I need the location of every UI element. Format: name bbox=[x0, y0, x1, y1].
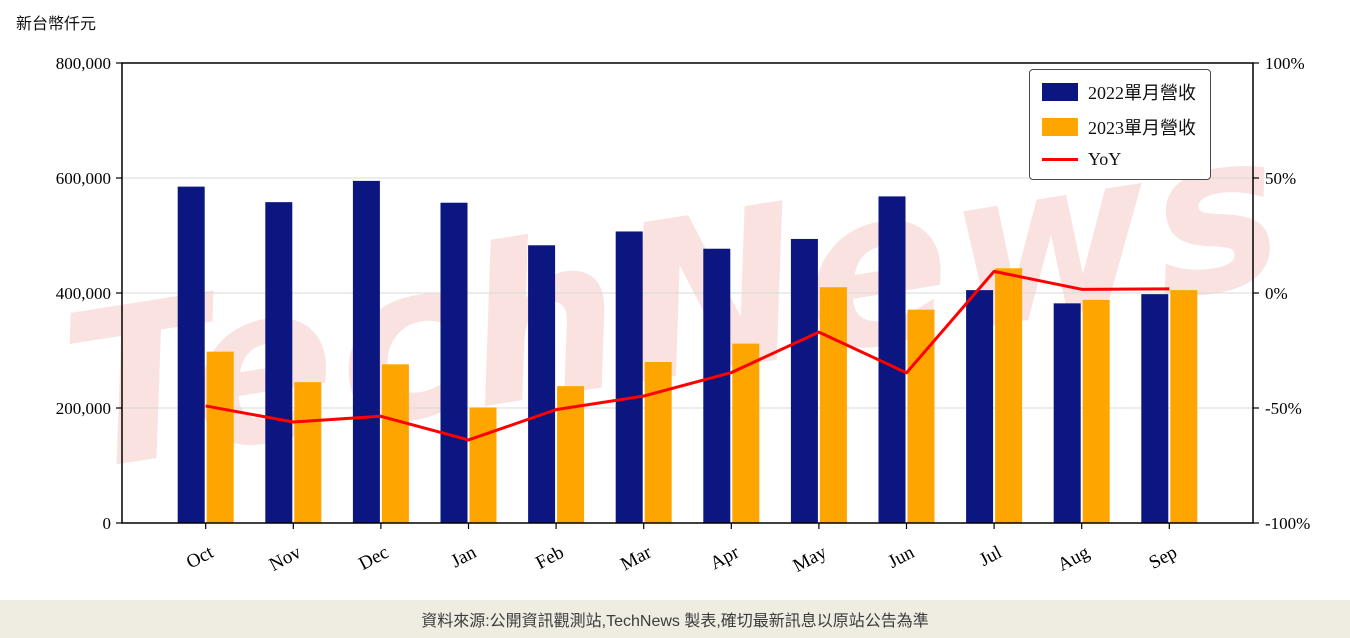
bar-2023單月營收-Jul bbox=[995, 268, 1023, 523]
bar-2022單月營收-Jan bbox=[440, 202, 468, 523]
left-axis-unit-label: 新台幣仟元 bbox=[16, 16, 97, 33]
legend-swatch-2022 bbox=[1042, 83, 1078, 101]
x-axis-tick-label-Sep: Sep bbox=[1146, 542, 1181, 574]
bar-2023單月營收-Jun bbox=[907, 309, 935, 523]
source-footer: 資料來源:公開資訊觀測站,TechNews 製表,確切最新訊息以原站公告為準 bbox=[0, 600, 1350, 638]
bar-2022單月營收-Nov bbox=[265, 202, 293, 523]
yoy-line bbox=[205, 269, 1170, 442]
x-axis-tick-label-Aug: Aug bbox=[1054, 542, 1093, 576]
legend-label-yoy: YoY bbox=[1088, 149, 1122, 169]
bar-2023單月營收-Sep bbox=[1170, 290, 1198, 523]
right-axis-tick-label: 0% bbox=[1265, 284, 1288, 303]
revenue-yoy-chart: 0 200,000 400,000 600,000 800,000 -100% -50% 0%… bbox=[56, 54, 1311, 577]
x-axis-tick-label-Apr: Apr bbox=[707, 542, 744, 575]
bar-2023單月營收-Jan bbox=[469, 407, 497, 523]
legend-swatch-yoy-line bbox=[1042, 158, 1078, 161]
x-axis-tick-label-Jun: Jun bbox=[885, 542, 919, 573]
right-axis-tick-label: 100% bbox=[1265, 54, 1305, 73]
bar-2022單月營收-Sep bbox=[1141, 294, 1169, 523]
bar-2022單月營收-Dec bbox=[352, 180, 380, 523]
legend-label-2022: 2022單月營收 bbox=[1088, 83, 1196, 103]
left-axis-tick-label: 200,000 bbox=[56, 399, 111, 418]
bar-2022單月營收-Mar bbox=[615, 231, 643, 523]
legend-item-yoy: YoY bbox=[1042, 149, 1196, 170]
legend-item-2023: 2023單月營收 bbox=[1042, 114, 1196, 140]
source-text: 資料來源:公開資訊觀測站,TechNews 製表,確切最新訊息以原站公告為準 bbox=[421, 613, 929, 630]
bar-2023單月營收-May bbox=[819, 287, 847, 523]
bar-2023單月營收-Aug bbox=[1082, 299, 1110, 523]
legend-swatch-2023 bbox=[1042, 118, 1078, 136]
bar-2022單月營收-Apr bbox=[703, 248, 731, 523]
legend: 2022單月營收 2023單月營收 YoY bbox=[1029, 69, 1211, 180]
chart-area: 新台幣仟元 TechNews 0 200,000 400,000 600,000 800… bbox=[16, 16, 1311, 577]
bar-2022單月營收-May bbox=[790, 238, 818, 523]
left-axis-tick-label: 800,000 bbox=[56, 54, 111, 73]
left-axis-tick-label: 600,000 bbox=[56, 169, 111, 188]
bar-2023單月營收-Dec bbox=[381, 364, 409, 523]
legend-item-2022: 2022單月營收 bbox=[1042, 79, 1196, 105]
bar-2022單月營收-Feb bbox=[528, 245, 556, 523]
x-axis-tick-label-May: May bbox=[790, 542, 831, 577]
bar-2023單月營收-Mar bbox=[644, 362, 672, 523]
right-axis-tick-label: 50% bbox=[1265, 169, 1296, 188]
x-axis-tick-label-Feb: Feb bbox=[532, 542, 567, 574]
bar-2022單月營收-Aug bbox=[1053, 303, 1081, 523]
x-axis-tick-label-Oct: Oct bbox=[183, 542, 218, 574]
x-axis-tick-label-Nov: Nov bbox=[266, 542, 305, 576]
bar-2022單月營收-Oct bbox=[177, 186, 205, 523]
bar-2023單月營收-Nov bbox=[294, 382, 322, 523]
legend-label-2023: 2023單月營收 bbox=[1088, 118, 1196, 138]
bar-2022單月營收-Jun bbox=[878, 196, 906, 523]
bar-2023單月營收-Apr bbox=[732, 343, 760, 523]
x-axis-tick-label-Jan: Jan bbox=[448, 542, 481, 573]
left-axis-tick-label: 400,000 bbox=[56, 284, 111, 303]
right-axis-tick-label: -100% bbox=[1265, 514, 1310, 533]
right-axis-tick-label: -50% bbox=[1265, 399, 1302, 418]
x-axis-tick-label-Jul: Jul bbox=[976, 542, 1005, 571]
x-axis-tick-label-Mar: Mar bbox=[617, 542, 655, 576]
x-axis-tick-label-Dec: Dec bbox=[355, 542, 392, 575]
left-axis-tick-label: 0 bbox=[103, 514, 112, 533]
bar-2023單月營收-Oct bbox=[206, 351, 234, 523]
bar-2022單月營收-Jul bbox=[966, 290, 994, 523]
